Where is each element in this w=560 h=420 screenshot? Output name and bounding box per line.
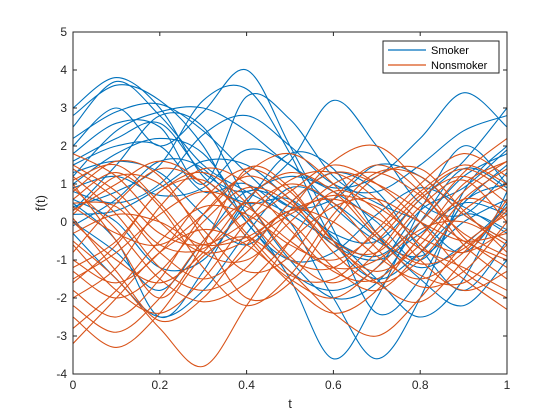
series-line-nonsmoker xyxy=(73,153,507,254)
x-tick-label: 0.4 xyxy=(238,378,255,392)
x-tick-label: 0.6 xyxy=(325,378,342,392)
series-line-nonsmoker xyxy=(73,168,507,304)
x-axis: 0 0.2 0.4 0.6 0.8 1 xyxy=(70,32,511,392)
series-lines xyxy=(73,68,507,368)
x-tick-label: 0 xyxy=(70,378,77,392)
y-tick-label: 2 xyxy=(60,139,67,153)
x-axis-label: t xyxy=(288,396,292,411)
y-axis: -4 -3 -2 -1 0 1 2 3 4 5 xyxy=(56,25,507,381)
series-line-nonsmoker xyxy=(73,163,507,263)
y-tick-label: 1 xyxy=(60,177,67,191)
series-line-nonsmoker xyxy=(73,172,507,286)
y-tick-label: 3 xyxy=(60,101,67,115)
series-line-nonsmoker xyxy=(73,170,507,314)
series-line-nonsmoker xyxy=(73,152,507,265)
series-line-nonsmoker xyxy=(73,168,507,307)
y-tick-label: -1 xyxy=(56,253,67,267)
series-line-smoker xyxy=(73,114,507,204)
x-tick-label: 1 xyxy=(504,378,511,392)
axes-box xyxy=(72,31,508,375)
series-line-smoker xyxy=(73,164,507,318)
series-line-nonsmoker xyxy=(73,164,507,329)
legend-label-nonsmoker: Nonsmoker xyxy=(431,60,488,72)
series-line-nonsmoker xyxy=(73,160,507,299)
y-tick-label: -2 xyxy=(56,291,67,305)
y-tick-label: 5 xyxy=(60,25,67,39)
legend: Smoker Nonsmoker xyxy=(382,40,500,74)
series-line-nonsmoker xyxy=(73,165,507,299)
series-line-nonsmoker xyxy=(73,153,507,284)
y-tick-label: 0 xyxy=(60,215,67,229)
series-line-nonsmoker xyxy=(73,175,507,318)
series-line-nonsmoker xyxy=(73,168,507,289)
series-line-nonsmoker xyxy=(73,213,507,348)
y-tick-label: 4 xyxy=(60,63,67,77)
y-tick-label: -4 xyxy=(56,367,67,381)
y-tick-label: -3 xyxy=(56,329,67,343)
legend-box xyxy=(382,40,500,74)
x-tick-label: 0.2 xyxy=(151,378,168,392)
series-line-nonsmoker xyxy=(73,160,507,314)
x-tick-label: 0.8 xyxy=(412,378,429,392)
series-line-nonsmoker xyxy=(73,160,507,299)
legend-label-smoker: Smoker xyxy=(431,45,469,57)
series-line-nonsmoker xyxy=(73,187,507,303)
y-axis-label: f(t) xyxy=(33,195,48,211)
series-line-nonsmoker xyxy=(73,206,507,323)
